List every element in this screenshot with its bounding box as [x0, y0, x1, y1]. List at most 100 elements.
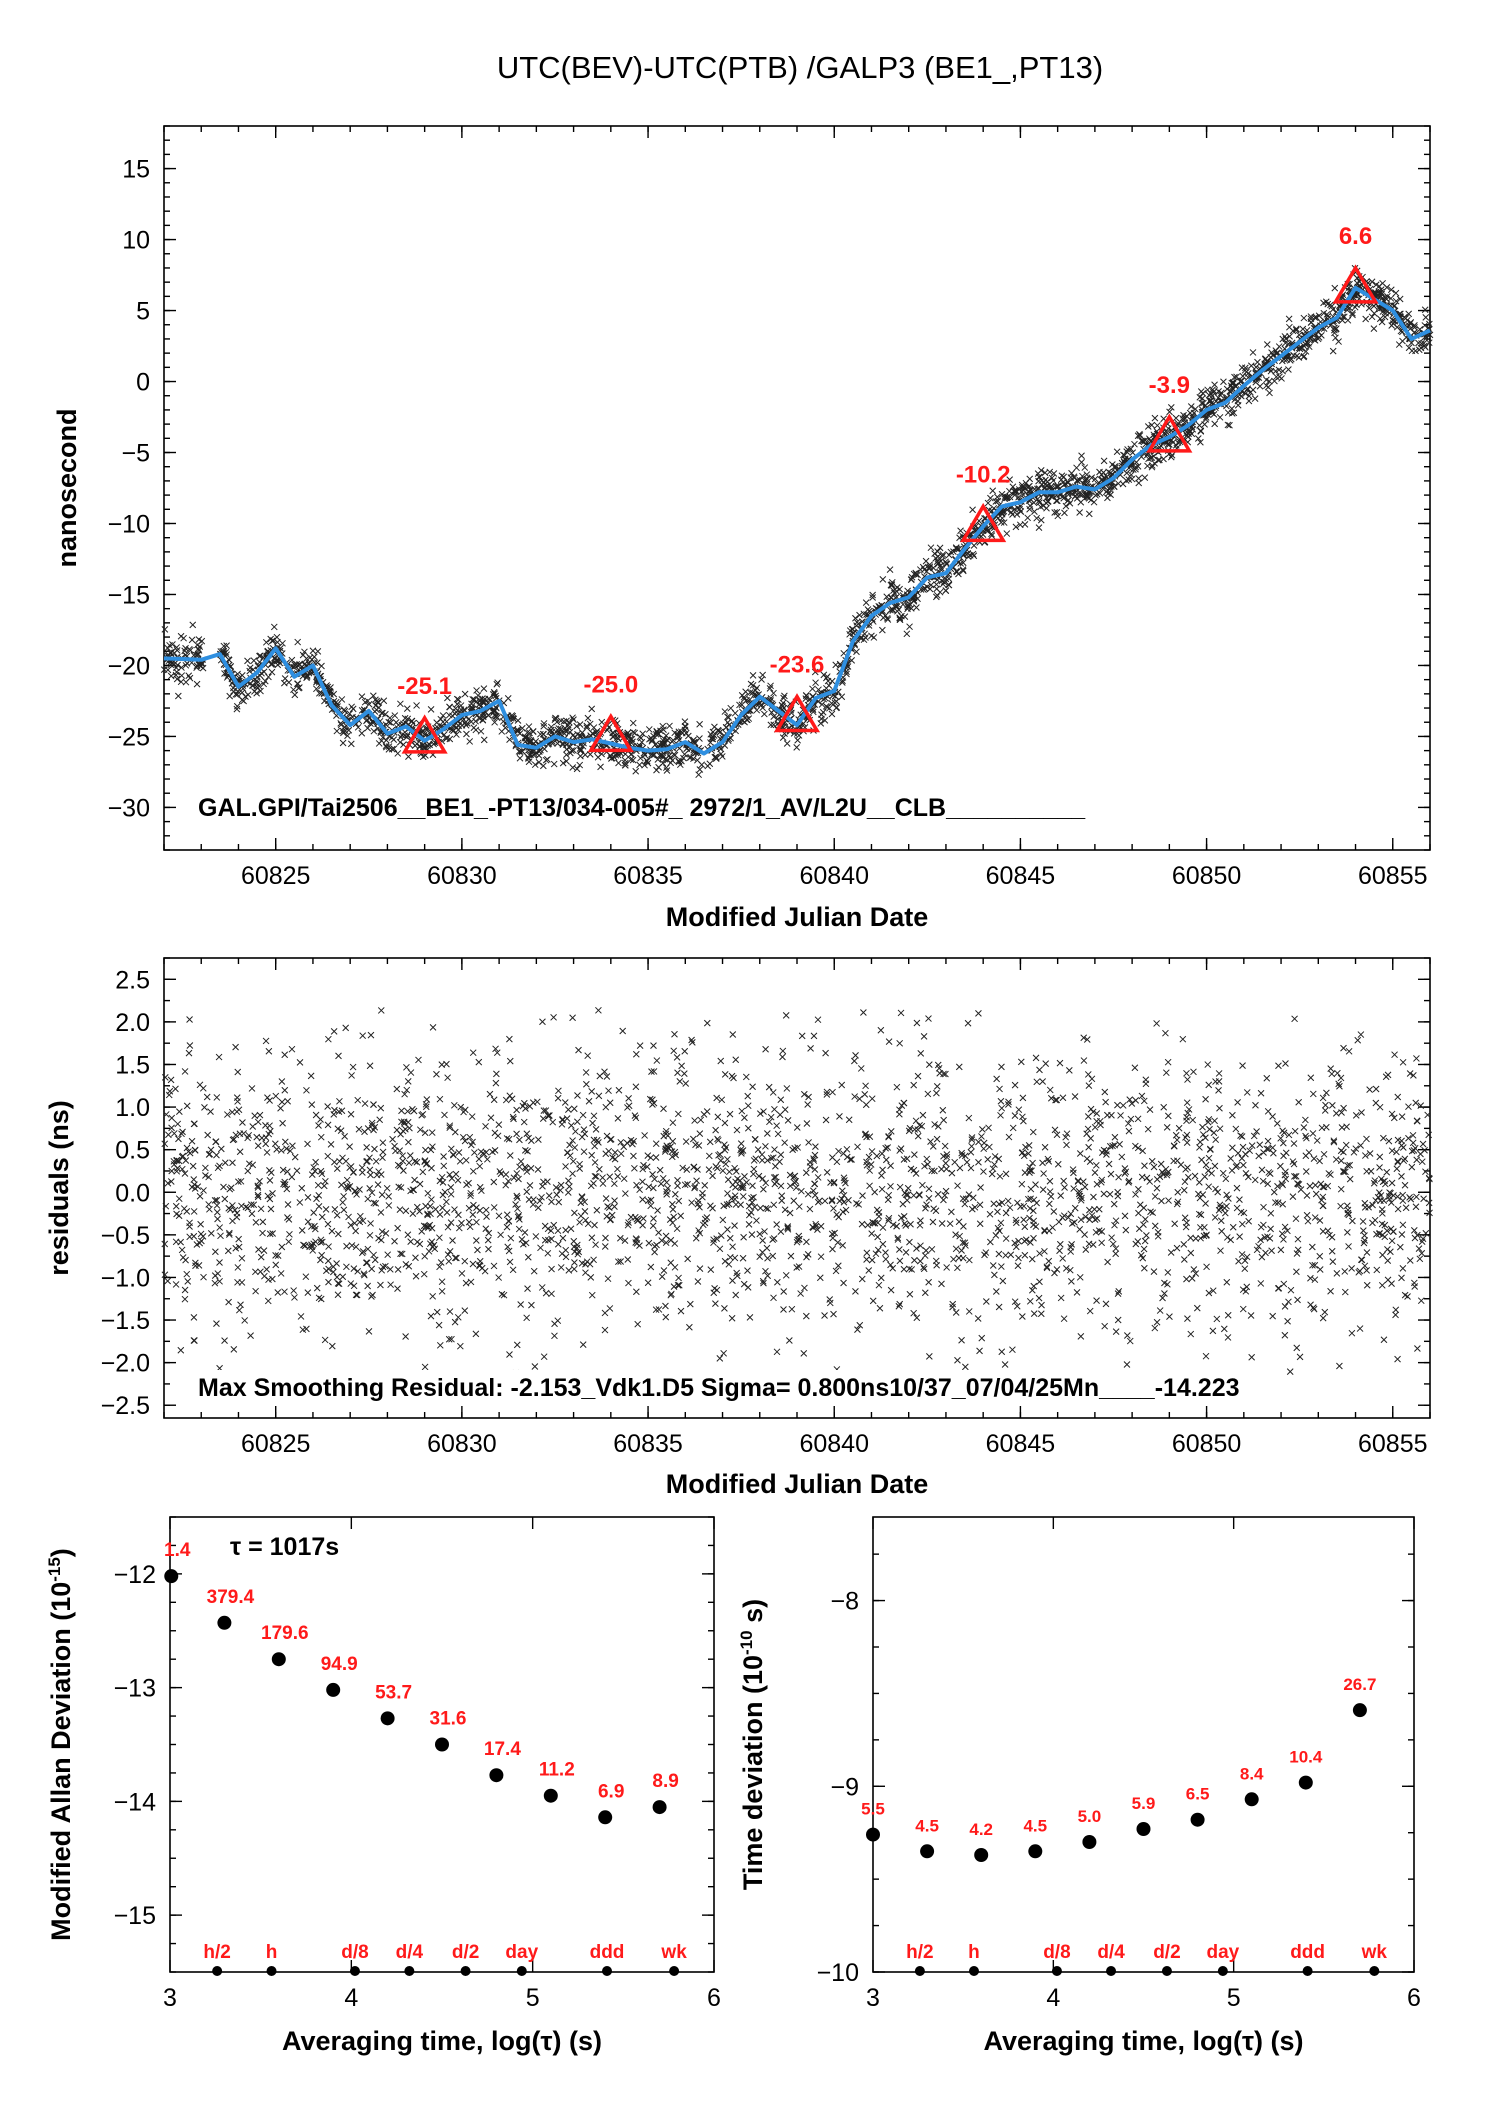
residual-point	[1277, 1162, 1284, 1170]
residual-point	[1141, 1162, 1148, 1170]
residual-point	[394, 1224, 401, 1232]
residual-point	[1092, 1161, 1100, 1169]
residual-point	[325, 1035, 332, 1043]
residual-point	[645, 1239, 653, 1247]
residual-point	[383, 1184, 391, 1192]
residual-point	[1181, 1178, 1189, 1186]
data-point	[529, 728, 537, 735]
data-point	[1001, 493, 1009, 500]
residual-point	[402, 1207, 410, 1215]
data-point	[390, 745, 398, 753]
residual-point	[785, 1337, 793, 1344]
data-point	[563, 746, 570, 753]
residual-point	[748, 1194, 755, 1202]
residual-point	[732, 1291, 740, 1299]
data-point	[696, 766, 704, 773]
data-point	[188, 636, 196, 644]
residual-point	[483, 1213, 490, 1220]
residual-point	[258, 1134, 266, 1142]
residual-point	[404, 1078, 412, 1085]
residual-point	[1067, 1210, 1075, 1218]
residual-point	[807, 1045, 814, 1052]
residual-point	[259, 1218, 267, 1226]
residual-point	[1260, 1149, 1267, 1156]
residual-point	[1242, 1287, 1250, 1295]
residual-point	[986, 1238, 994, 1246]
residual-point	[1180, 1241, 1188, 1248]
residual-point	[795, 1203, 803, 1210]
residual-point	[474, 1246, 481, 1254]
residual-point	[639, 1221, 646, 1229]
data-point	[498, 728, 506, 735]
residual-point	[490, 1178, 498, 1186]
data-point	[394, 750, 402, 757]
data-point	[1135, 479, 1143, 487]
residual-point	[281, 1086, 289, 1094]
residual-point	[762, 1179, 770, 1187]
residual-point	[281, 1051, 289, 1059]
residual-point	[887, 1261, 894, 1269]
residual-point	[997, 1111, 1004, 1119]
residual-point	[1111, 1133, 1119, 1141]
data-point	[760, 710, 768, 718]
residual-point	[1220, 1325, 1228, 1333]
residual-point	[1356, 1325, 1364, 1332]
residual-point	[1328, 1070, 1336, 1078]
residual-point	[1406, 1070, 1414, 1077]
residual-point	[428, 1129, 436, 1136]
residual-point	[495, 1212, 503, 1220]
residual-point	[183, 1270, 191, 1278]
residual-point	[802, 1169, 810, 1177]
residual-point	[1005, 1133, 1013, 1141]
residual-point	[733, 1126, 741, 1134]
data-point	[848, 657, 856, 664]
residual-point	[1248, 1353, 1256, 1361]
residual-point	[490, 1096, 498, 1104]
residual-point	[1300, 1124, 1308, 1131]
data-point	[586, 720, 594, 728]
residual-point	[1380, 1134, 1387, 1142]
residual-point	[914, 1132, 922, 1140]
residual-point	[1270, 1188, 1278, 1196]
residual-point	[1367, 1167, 1375, 1175]
residual-point	[993, 1075, 1000, 1083]
residual-point	[350, 1282, 358, 1290]
residual-point	[906, 1238, 913, 1246]
residual-point	[1202, 1095, 1209, 1103]
data-point	[901, 613, 909, 621]
data-point	[1224, 421, 1232, 429]
residual-point	[652, 1140, 660, 1148]
residual-point	[1142, 1080, 1150, 1088]
residual-point	[778, 1197, 786, 1204]
residual-point	[660, 1267, 668, 1274]
residual-point	[896, 1183, 904, 1191]
residual-point	[722, 1160, 730, 1168]
residual-point	[868, 1256, 876, 1264]
residual-point	[591, 1142, 598, 1150]
residual-point	[992, 1288, 1000, 1295]
residual-point	[1251, 1176, 1259, 1184]
residual-point	[469, 1049, 477, 1057]
residual-point	[900, 1265, 908, 1273]
residual-point	[490, 1204, 498, 1211]
x-axis-label: Modified Julian Date	[666, 1469, 929, 1499]
data-point	[1211, 420, 1219, 428]
residual-point	[742, 1073, 750, 1081]
residual-point	[1123, 1332, 1131, 1339]
residual-point	[563, 1115, 571, 1122]
smoothed-curve	[163, 285, 1431, 756]
x-tick-label: 60845	[986, 862, 1056, 890]
residual-point	[377, 1236, 385, 1244]
residual-point	[755, 1172, 763, 1180]
residual-point	[343, 1263, 350, 1271]
residual-point	[696, 1265, 704, 1272]
residual-point	[325, 1278, 332, 1286]
data-point	[233, 702, 241, 710]
data-point	[1422, 314, 1430, 321]
data-point	[711, 723, 718, 731]
data-point	[828, 677, 836, 685]
residual-point	[404, 1231, 412, 1239]
residual-point	[1302, 1116, 1309, 1124]
residual-point	[592, 1241, 599, 1249]
data-point	[573, 722, 581, 730]
